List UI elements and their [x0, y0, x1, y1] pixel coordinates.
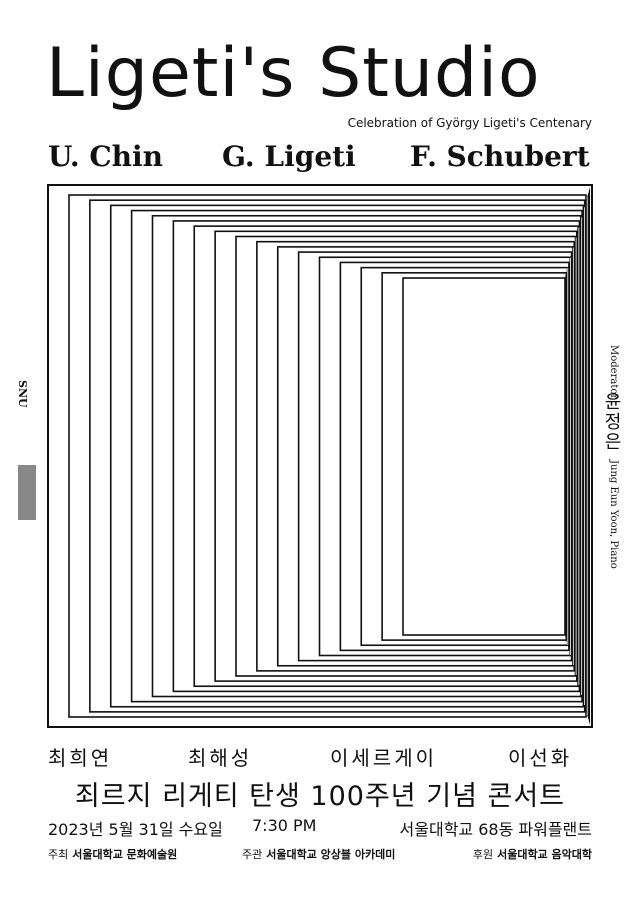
- moderator-detail: Jung Eun Yoon, Piano: [608, 460, 619, 569]
- credit-role: 후원: [472, 848, 494, 861]
- composer: G. Ligeti: [222, 140, 356, 173]
- credit-org: 서울대학교 앙상블 아카데미: [266, 848, 396, 861]
- credit-org: 서울대학교 음악대학: [497, 848, 592, 861]
- time: 7:30 PM: [252, 816, 317, 835]
- nested-frame: [68, 194, 587, 718]
- nested-frame: [381, 272, 568, 641]
- credit-org: 서울대학교 문화예술원: [72, 848, 178, 861]
- composer: U. Chin: [48, 140, 163, 173]
- venue: 서울대학교 68동 파워플랜트: [399, 820, 592, 839]
- nested-frame: [172, 220, 581, 693]
- performer: 이세르게이: [330, 746, 437, 770]
- nested-frame: [256, 240, 575, 672]
- nested-frame: [109, 204, 585, 708]
- composer: F. Schubert: [410, 140, 590, 173]
- nested-frame: [339, 261, 570, 652]
- nested-frame: [214, 230, 578, 682]
- credit: 후원 서울대학교 음악대학: [473, 846, 592, 862]
- outer-frame: [47, 184, 593, 728]
- side-logo: SNU: [16, 380, 29, 408]
- nested-frame: [276, 246, 574, 667]
- performer: 최해성: [188, 746, 253, 770]
- nested-frame: [151, 214, 582, 698]
- performer: 최희연: [48, 746, 113, 770]
- headline: 죄르지 리게티 탄생 100주년 기념 콘서트: [74, 781, 566, 812]
- credit: 주관 서울대학교 앙상블 아카데미: [242, 846, 395, 862]
- title: Ligeti's Studio: [46, 34, 541, 113]
- nested-frame: [235, 235, 577, 677]
- credit-role: 주관: [242, 848, 263, 861]
- credit: 주최 서울대학교 문화예술원: [48, 846, 177, 862]
- moderator-name: 윤정은: [601, 392, 622, 452]
- credit-role: 주최: [48, 848, 69, 861]
- date: 2023년 5월 31일 수요일: [48, 820, 223, 839]
- subtitle: Celebration of György Ligeti's Centenary: [347, 116, 592, 130]
- performer: 이선화: [508, 746, 573, 770]
- nested-frame: [402, 277, 566, 636]
- nested-frame: [193, 225, 579, 688]
- nested-frame: [297, 251, 573, 662]
- moderator-role: Moderator: [608, 345, 619, 400]
- logo-mark: [18, 465, 36, 520]
